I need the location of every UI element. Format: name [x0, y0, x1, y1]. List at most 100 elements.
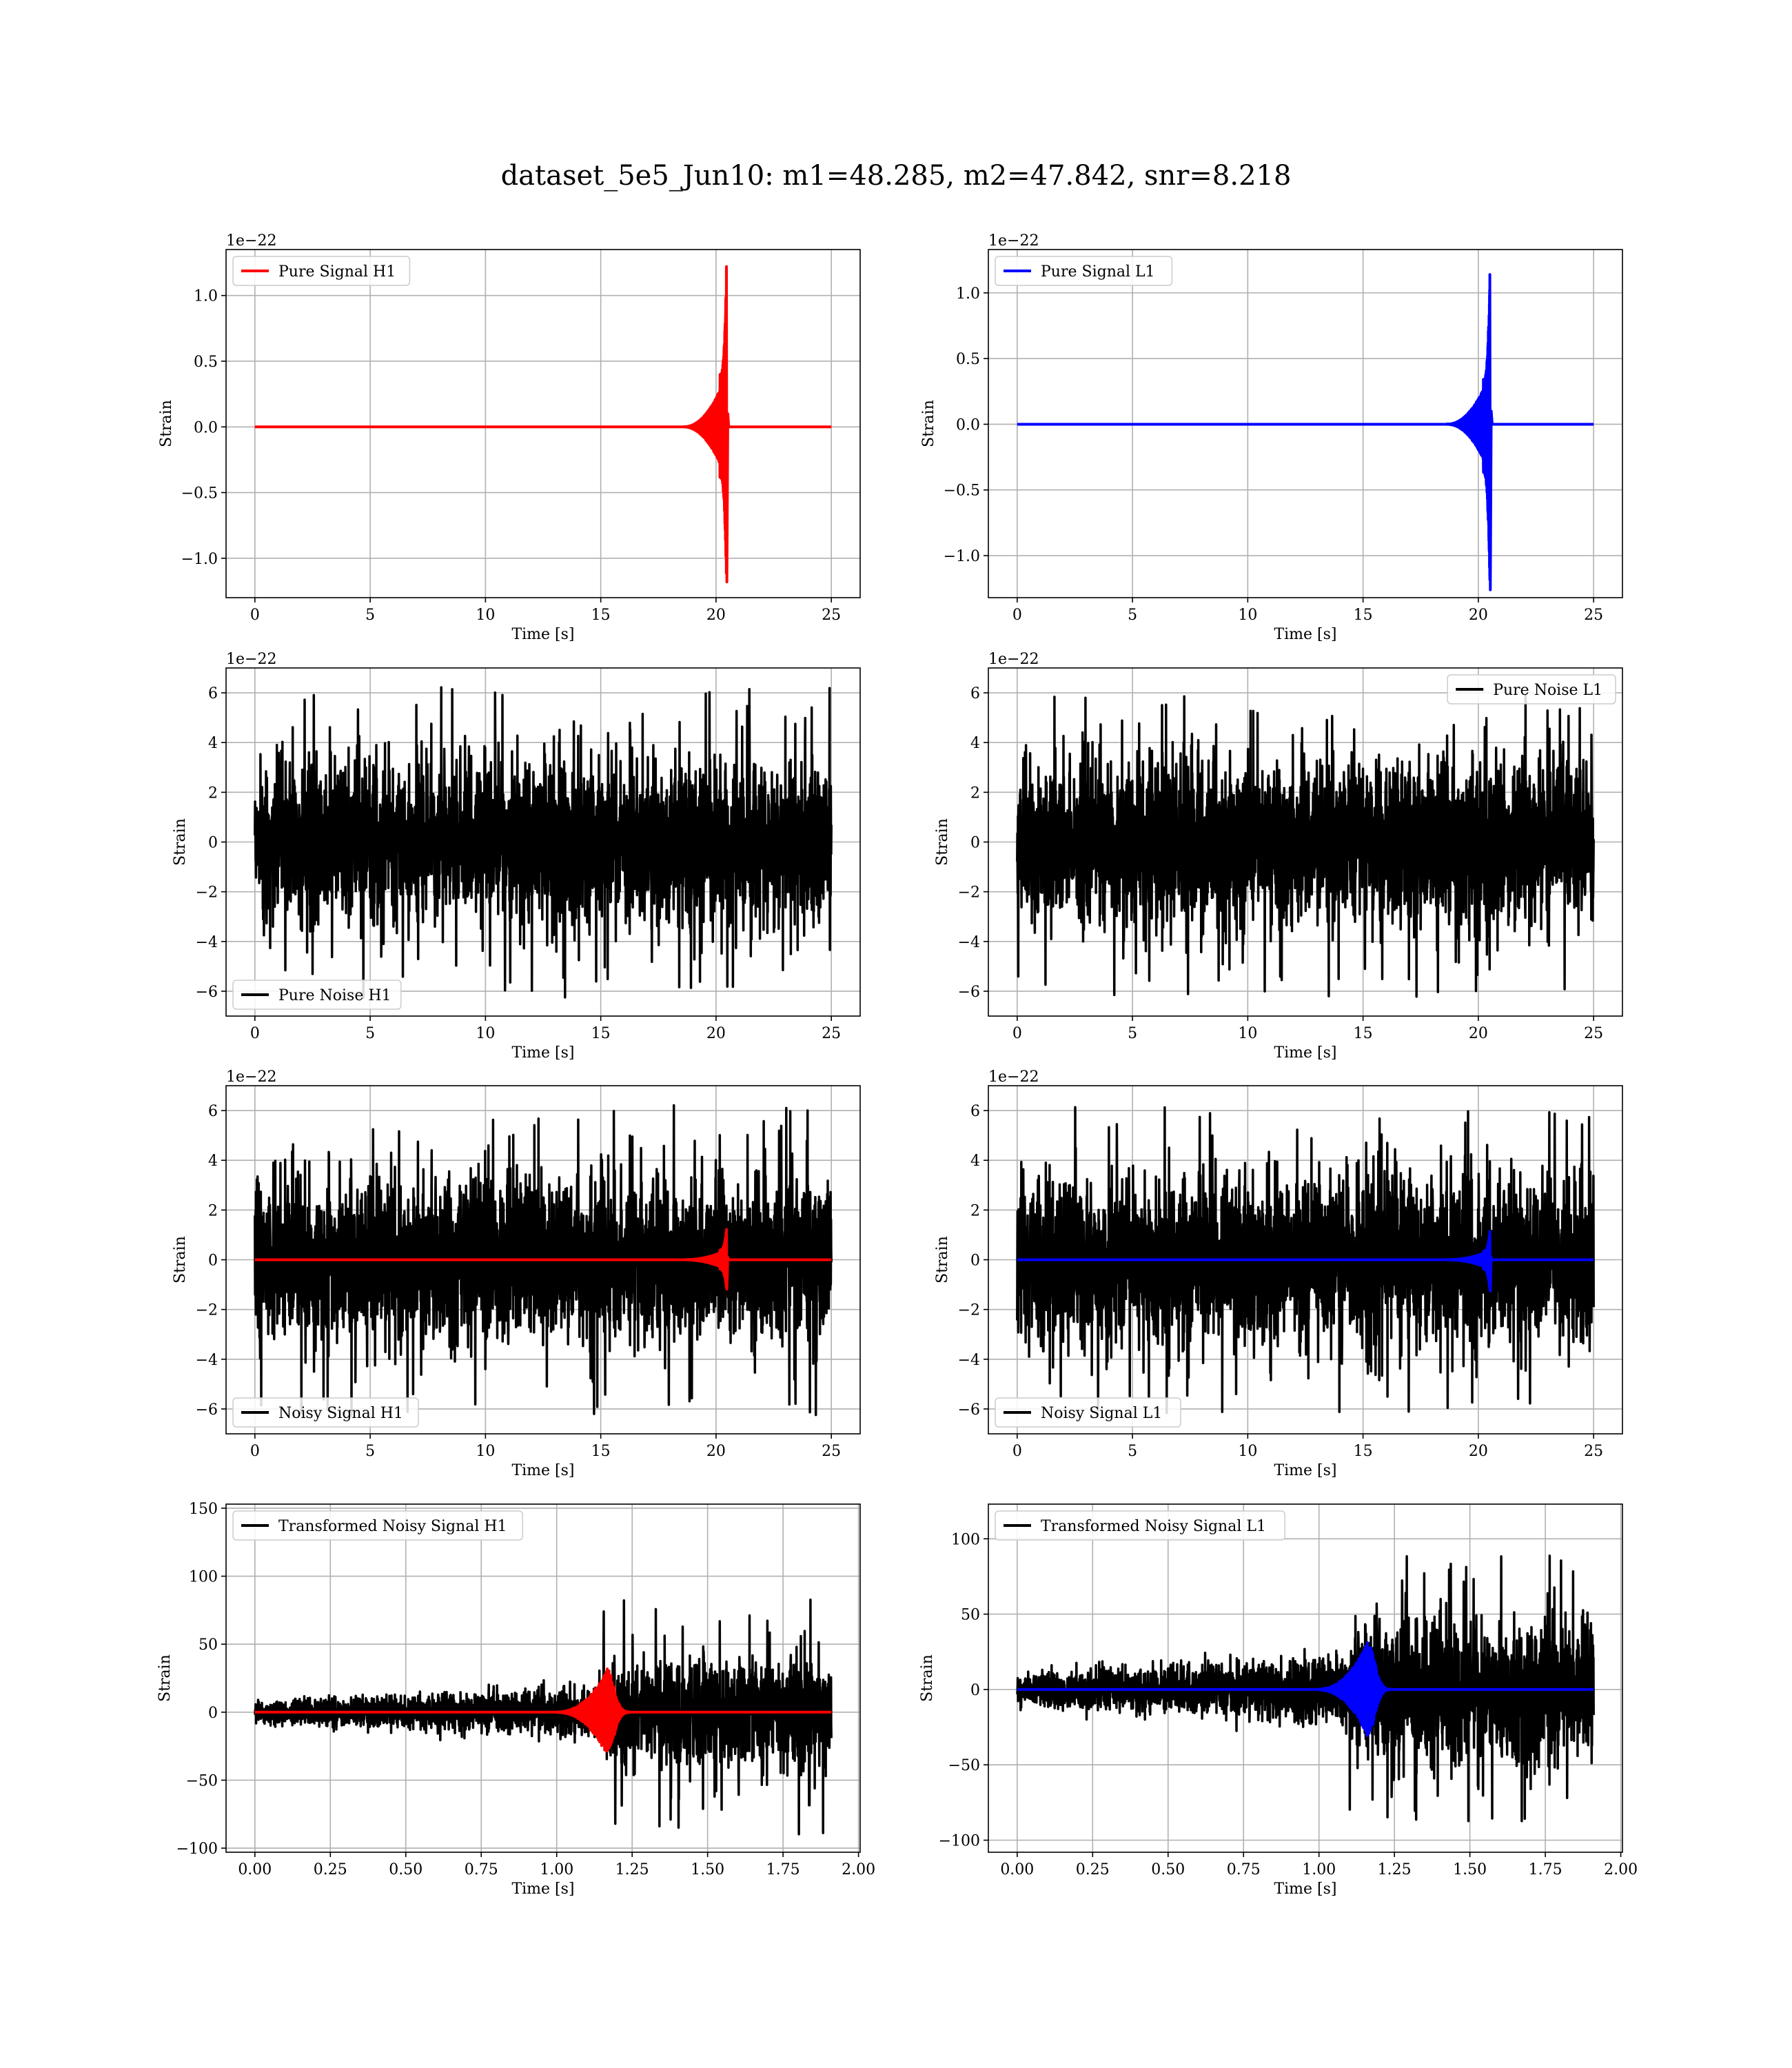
y-tick-label: 0: [208, 1705, 218, 1722]
y-tick-label: −4: [196, 934, 218, 951]
x-axis-label: Time [s]: [1274, 1044, 1336, 1062]
x-axis-label: Time [s]: [1274, 1881, 1336, 1898]
legend: Transformed Noisy Signal H1: [232, 1510, 523, 1541]
y-tick-label: 0: [208, 835, 218, 852]
x-tick-label: 5: [365, 1443, 375, 1460]
y-tick-label: −100: [939, 1833, 980, 1850]
y-tick-label: −100: [176, 1841, 218, 1858]
y-tick-label: 4: [970, 1153, 980, 1170]
legend: Noisy Signal L1: [995, 1397, 1181, 1428]
y-tick-label: −2: [958, 1302, 980, 1319]
y-tick-label: −0.5: [181, 485, 218, 503]
y-tick-label: 2: [970, 1202, 980, 1219]
series-line-2: [1017, 1230, 1594, 1292]
legend-label: Transformed Noisy Signal L1: [1041, 1518, 1266, 1535]
legend-box: [232, 1397, 419, 1428]
x-tick-label: 1.75: [766, 1861, 800, 1878]
x-tick-label: 15: [1354, 1025, 1373, 1042]
plot-area: [254, 686, 833, 999]
y-tick-label: −6: [958, 984, 980, 1001]
x-tick-label: 0.75: [1227, 1861, 1261, 1878]
y-tick-label: 150: [189, 1501, 218, 1518]
x-tick-label: 0: [1012, 1443, 1022, 1460]
y-tick-label: 4: [208, 735, 218, 752]
y-tick-label: −2: [196, 884, 218, 902]
y-tick-label: 50: [961, 1607, 980, 1624]
x-tick-label: 0.50: [389, 1861, 422, 1878]
x-tick-label: 10: [1238, 1443, 1257, 1460]
x-tick-label: 1.25: [1378, 1861, 1412, 1878]
axes-frame: [225, 249, 861, 598]
x-tick-label: 5: [365, 1025, 375, 1042]
y-tick-label: −1.0: [181, 551, 218, 568]
plot-area: [254, 1104, 833, 1418]
legend: Pure Signal L1: [995, 256, 1173, 286]
legend-box: [232, 1510, 523, 1541]
x-tick-label: 0: [1012, 1025, 1022, 1042]
series-line-2: [254, 1667, 832, 1753]
x-tick-label: 5: [1128, 607, 1137, 624]
series-line-1: [1017, 273, 1594, 591]
legend: Transformed Noisy Signal L1: [995, 1510, 1285, 1541]
x-tick-label: 20: [1469, 1443, 1488, 1460]
x-tick-label: 10: [1238, 1025, 1257, 1042]
y-tick-label: −6: [196, 1401, 218, 1419]
x-axis-label: Time [s]: [511, 626, 574, 643]
legend-label: Noisy Signal L1: [1041, 1405, 1162, 1422]
x-tick-label: 1.50: [1453, 1861, 1487, 1878]
y-axis-label: Strain: [172, 1236, 189, 1284]
y-tick-label: 0: [208, 1253, 218, 1270]
x-tick-label: 5: [1128, 1025, 1137, 1042]
plot-area: [1017, 273, 1594, 591]
y-tick-label: 1.0: [194, 288, 218, 305]
y-tick-label: 4: [208, 1153, 218, 1170]
x-axis-label: Time [s]: [1274, 1462, 1336, 1479]
y-tick-label: −50: [186, 1772, 218, 1790]
x-axis-label: Time [s]: [511, 1881, 574, 1898]
x-tick-label: 5: [365, 607, 375, 624]
plot-area: [254, 1598, 833, 1836]
y-axis-label: Strain: [156, 1654, 174, 1702]
subplot-p5: 0 5 10 15 20 25 −6 −4 −2 0 2 4 6 Time [s] Strain 1e−22 N…: [172, 1068, 861, 1479]
plot-area: [1016, 1554, 1595, 1823]
axis-offset-text: 1e−22: [226, 651, 276, 668]
y-tick-label: 100: [189, 1569, 218, 1586]
legend-box: [232, 256, 411, 286]
legend-box: [995, 1510, 1285, 1541]
y-axis-label: Strain: [919, 1654, 936, 1702]
x-tick-label: 2.00: [842, 1861, 875, 1878]
x-tick-label: 15: [1354, 1443, 1373, 1460]
x-tick-label: 20: [1469, 1025, 1488, 1042]
plot-area: [254, 265, 832, 584]
y-tick-label: 2: [970, 784, 980, 802]
legend: Pure Signal H1: [232, 256, 411, 286]
y-tick-label: 0.5: [956, 351, 980, 368]
legend-label: Pure Noise L1: [1493, 682, 1602, 699]
subplot-p1: 0 5 10 15 20 25 −1.0 −0.5 0.0 0.5 1.0 Time [s] Strai…: [158, 232, 861, 643]
x-tick-label: 20: [706, 607, 726, 624]
series-line-2: [254, 1228, 832, 1291]
y-tick-label: 0: [970, 1682, 980, 1699]
y-tick-label: −6: [958, 1401, 980, 1419]
series-line-1: [1016, 693, 1595, 998]
axes-frame: [988, 1503, 1623, 1853]
subplot-p2: 0 5 10 15 20 25 −1.0 −0.5 0.0 0.5 1.0 Time [s] Strai…: [920, 232, 1623, 643]
subplot-p8: 0.00 0.25 0.50 0.75 1.00 1.25 1.50 1.75 2.00 −100…: [919, 1503, 1638, 1898]
figure-title: dataset_5e5_Jun10: m1=48.285, m2=47.842,…: [501, 160, 1292, 192]
y-tick-label: −2: [196, 1302, 218, 1319]
y-tick-label: 50: [198, 1636, 218, 1654]
y-tick-label: 6: [970, 685, 980, 702]
x-tick-label: 2.00: [1604, 1861, 1638, 1878]
axis-offset-text: 1e−22: [226, 1068, 276, 1086]
x-tick-label: 15: [1354, 607, 1373, 624]
series-line-2: [1017, 1641, 1594, 1737]
y-tick-label: −4: [958, 934, 980, 951]
y-tick-label: −4: [958, 1352, 980, 1369]
x-tick-label: 1.00: [540, 1861, 573, 1878]
x-tick-label: 1.50: [691, 1861, 724, 1878]
axes-frame: [225, 1503, 861, 1853]
x-tick-label: 0: [250, 1443, 260, 1460]
x-tick-label: 0.00: [1000, 1861, 1034, 1878]
